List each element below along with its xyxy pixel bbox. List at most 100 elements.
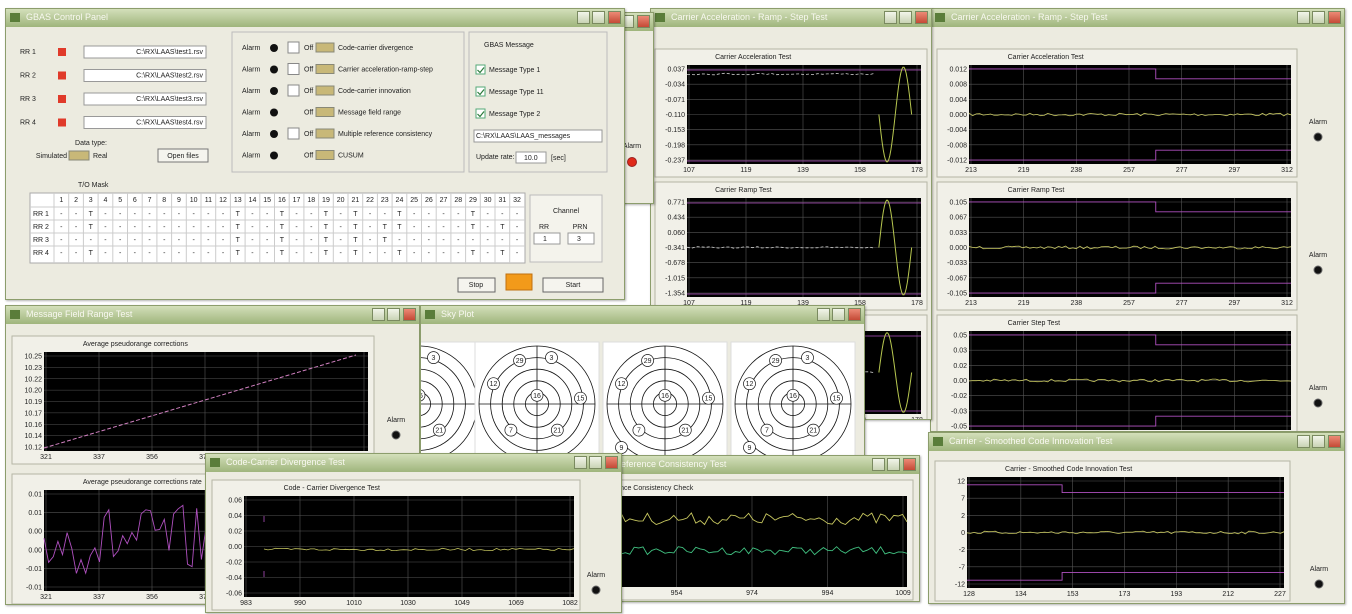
mask-cell[interactable]: - bbox=[192, 250, 195, 257]
mask-cell[interactable]: - bbox=[310, 224, 313, 231]
mask-cell[interactable]: - bbox=[295, 250, 298, 257]
mask-cell[interactable]: - bbox=[457, 237, 460, 244]
mask-cell[interactable]: - bbox=[295, 224, 298, 231]
mask-cell[interactable]: - bbox=[457, 211, 460, 218]
mask-cell[interactable]: - bbox=[207, 211, 210, 218]
mask-cell[interactable]: T bbox=[353, 211, 358, 218]
mask-cell[interactable]: T bbox=[397, 211, 402, 218]
close-button[interactable] bbox=[605, 456, 618, 469]
mask-cell[interactable]: - bbox=[163, 211, 166, 218]
checkbox[interactable] bbox=[475, 108, 486, 119]
maximize-button[interactable] bbox=[899, 11, 912, 24]
mask-cell[interactable]: - bbox=[428, 211, 431, 218]
mask-cell[interactable]: - bbox=[134, 237, 137, 244]
mask-cell[interactable]: - bbox=[384, 250, 387, 257]
mask-cell[interactable]: - bbox=[486, 211, 489, 218]
mask-cell[interactable]: - bbox=[251, 224, 254, 231]
mask-cell[interactable]: - bbox=[472, 237, 475, 244]
mask-cell[interactable]: - bbox=[134, 211, 137, 218]
mask-cell[interactable]: - bbox=[60, 211, 63, 218]
mask-cell[interactable]: - bbox=[339, 237, 342, 244]
switch[interactable] bbox=[315, 42, 335, 53]
mask-cell[interactable]: - bbox=[104, 250, 107, 257]
mask-cell[interactable]: T bbox=[383, 237, 388, 244]
mask-cell[interactable]: - bbox=[119, 224, 122, 231]
mask-cell[interactable]: - bbox=[222, 224, 225, 231]
mask-cell[interactable]: - bbox=[486, 250, 489, 257]
mask-cell[interactable]: - bbox=[339, 250, 342, 257]
maximize-button[interactable] bbox=[1312, 11, 1325, 24]
checkbox[interactable] bbox=[475, 86, 486, 97]
mask-cell[interactable]: T bbox=[383, 224, 388, 231]
mask-cell[interactable]: - bbox=[119, 250, 122, 257]
mask-cell[interactable]: - bbox=[428, 237, 431, 244]
mask-cell[interactable]: - bbox=[295, 211, 298, 218]
mask-cell[interactable]: T bbox=[324, 250, 329, 257]
mask-cell[interactable]: - bbox=[60, 250, 63, 257]
mask-cell[interactable]: - bbox=[251, 250, 254, 257]
mask-cell[interactable]: T bbox=[236, 250, 241, 257]
mask-cell[interactable]: - bbox=[339, 211, 342, 218]
file-field[interactable] bbox=[83, 116, 207, 129]
mask-cell[interactable]: - bbox=[163, 237, 166, 244]
checkbox[interactable] bbox=[475, 64, 486, 75]
mask-cell[interactable]: - bbox=[501, 211, 504, 218]
file-field[interactable] bbox=[473, 129, 603, 143]
mask-cell[interactable]: T bbox=[471, 224, 476, 231]
mask-cell[interactable]: - bbox=[486, 237, 489, 244]
mask-cell[interactable]: T bbox=[353, 224, 358, 231]
file-field[interactable] bbox=[83, 92, 207, 106]
minimize-button[interactable] bbox=[1297, 435, 1310, 448]
mask-cell[interactable]: T bbox=[236, 211, 241, 218]
mask-cell[interactable]: - bbox=[75, 237, 78, 244]
maximize-button[interactable] bbox=[387, 308, 400, 321]
mask-cell[interactable]: - bbox=[251, 237, 254, 244]
mask-cell[interactable]: - bbox=[163, 224, 166, 231]
mask-cell[interactable]: - bbox=[516, 211, 519, 218]
mask-cell[interactable]: - bbox=[192, 211, 195, 218]
minimize-button[interactable] bbox=[577, 11, 590, 24]
mask-cell[interactable]: T bbox=[324, 224, 329, 231]
mask-cell[interactable]: - bbox=[178, 237, 181, 244]
close-button[interactable] bbox=[915, 11, 928, 24]
mask-cell[interactable]: T bbox=[500, 224, 505, 231]
close-button[interactable] bbox=[903, 458, 916, 471]
mask-cell[interactable]: - bbox=[148, 250, 151, 257]
minimize-button[interactable] bbox=[372, 308, 385, 321]
mask-cell[interactable]: - bbox=[413, 250, 416, 257]
mask-cell[interactable]: - bbox=[119, 237, 122, 244]
file-field[interactable] bbox=[83, 69, 207, 82]
start-button[interactable] bbox=[542, 277, 604, 293]
mask-cell[interactable]: - bbox=[428, 250, 431, 257]
close-button[interactable] bbox=[1328, 435, 1341, 448]
mask-cell[interactable]: - bbox=[207, 224, 210, 231]
mask-cell[interactable]: - bbox=[178, 224, 181, 231]
mask-cell[interactable]: T bbox=[280, 224, 285, 231]
mask-cell[interactable]: - bbox=[339, 224, 342, 231]
mask-cell[interactable]: - bbox=[266, 237, 269, 244]
switch[interactable] bbox=[315, 85, 335, 96]
prn-spinner[interactable] bbox=[567, 232, 595, 245]
mask-cell[interactable]: - bbox=[222, 237, 225, 244]
mask-cell[interactable]: T bbox=[471, 250, 476, 257]
mask-cell[interactable]: - bbox=[134, 224, 137, 231]
mask-cell[interactable]: - bbox=[148, 224, 151, 231]
mask-cell[interactable]: - bbox=[222, 211, 225, 218]
close-button[interactable] bbox=[1328, 11, 1341, 24]
maximize-button[interactable] bbox=[589, 456, 602, 469]
mask-cell[interactable]: - bbox=[104, 237, 107, 244]
mask-cell[interactable]: - bbox=[310, 211, 313, 218]
switch[interactable] bbox=[315, 64, 335, 74]
mask-cell[interactable]: - bbox=[222, 250, 225, 257]
mask-cell[interactable]: - bbox=[75, 250, 78, 257]
mask-cell[interactable]: - bbox=[60, 224, 63, 231]
stop-button[interactable] bbox=[457, 277, 496, 293]
mask-cell[interactable]: - bbox=[104, 224, 107, 231]
mask-cell[interactable]: - bbox=[369, 224, 372, 231]
mask-cell[interactable]: - bbox=[413, 211, 416, 218]
close-button[interactable] bbox=[403, 308, 416, 321]
mask-cell[interactable]: - bbox=[266, 211, 269, 218]
checkbox[interactable] bbox=[287, 41, 300, 54]
mask-cell[interactable]: - bbox=[178, 250, 181, 257]
mask-cell[interactable]: - bbox=[207, 237, 210, 244]
